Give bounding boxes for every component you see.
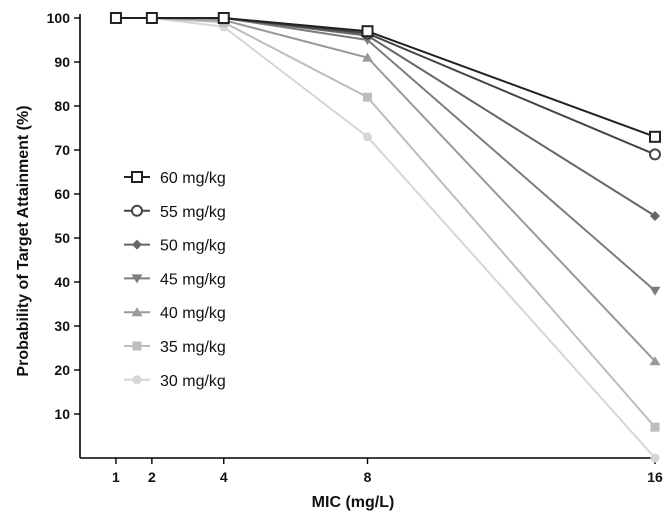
y-tick-label: 70 bbox=[54, 142, 70, 158]
data-point-triangle-up bbox=[649, 356, 661, 366]
legend-item: 55 mg/kg bbox=[124, 204, 226, 221]
legend-label: 30 mg/kg bbox=[160, 373, 226, 390]
series-layer bbox=[109, 12, 661, 463]
legend-item: 30 mg/kg bbox=[124, 373, 226, 390]
legend-label: 50 mg/kg bbox=[160, 238, 226, 255]
data-point-circle bbox=[363, 132, 372, 142]
series-55-mg-kg bbox=[109, 12, 661, 161]
x-tick-label: 2 bbox=[148, 469, 156, 485]
data-point-triangle-down bbox=[649, 286, 661, 296]
legend-item: 35 mg/kg bbox=[124, 339, 226, 356]
data-point-open-circle bbox=[649, 148, 661, 161]
data-point-square bbox=[132, 341, 142, 351]
data-point-triangle-up bbox=[362, 52, 373, 62]
data-point-open-square bbox=[217, 12, 230, 24]
data-point-circle bbox=[650, 453, 660, 463]
legend: 60 mg/kg 55 mg/kg 50 mg/kg 45 mg/kg 40 mg/kg… bbox=[124, 170, 226, 390]
data-point-square bbox=[650, 422, 660, 432]
legend-label: 60 mg/kg bbox=[160, 170, 226, 187]
y-tick-label: 10 bbox=[54, 406, 70, 422]
y-tick-label: 80 bbox=[54, 98, 70, 114]
data-point-triangle-down bbox=[131, 274, 143, 284]
y-tick-label: 50 bbox=[54, 230, 70, 246]
data-point-diamond bbox=[132, 239, 142, 250]
y-tick-label: 60 bbox=[54, 186, 70, 202]
x-tick-label: 8 bbox=[364, 469, 372, 485]
legend-item: 40 mg/kg bbox=[124, 305, 226, 322]
series-line bbox=[115, 17, 656, 428]
x-tick-label: 16 bbox=[647, 469, 663, 485]
data-point-open-square bbox=[649, 130, 661, 143]
y-tick-label: 90 bbox=[54, 54, 70, 70]
data-point-open-square bbox=[361, 25, 374, 38]
legend-label: 40 mg/kg bbox=[160, 305, 226, 322]
legend-item: 45 mg/kg bbox=[124, 271, 226, 288]
y-tick-label: 20 bbox=[54, 362, 70, 378]
legend-label: 35 mg/kg bbox=[160, 339, 226, 356]
legend-item: 60 mg/kg bbox=[124, 170, 226, 187]
data-point-open-square bbox=[131, 171, 143, 183]
x-tick-label: 4 bbox=[220, 469, 228, 485]
data-point-triangle-up bbox=[131, 307, 143, 317]
data-point-open-circle bbox=[131, 204, 143, 217]
series-60-mg-kg bbox=[109, 12, 661, 143]
x-tick-label: 1 bbox=[112, 469, 120, 485]
data-point-square bbox=[363, 92, 372, 102]
legend-item: 50 mg/kg bbox=[124, 238, 226, 255]
data-point-open-square bbox=[109, 12, 122, 24]
data-point-circle bbox=[132, 375, 142, 385]
y-tick-label: 100 bbox=[47, 10, 71, 26]
y-tick-label: 40 bbox=[54, 274, 70, 290]
data-point-open-square bbox=[145, 12, 158, 24]
legend-label: 45 mg/kg bbox=[160, 271, 226, 288]
axes: 10 20 30 40 50 60 70 80 90 100 1 2 4 8 16 bbox=[47, 10, 663, 485]
x-axis-title: MIC (mg/L) bbox=[312, 494, 395, 511]
y-tick-label: 30 bbox=[54, 318, 70, 334]
legend-label: 55 mg/kg bbox=[160, 204, 226, 221]
y-axis-title: Probability of Target Attainment (%) bbox=[15, 105, 32, 376]
data-point-diamond bbox=[650, 211, 660, 221]
